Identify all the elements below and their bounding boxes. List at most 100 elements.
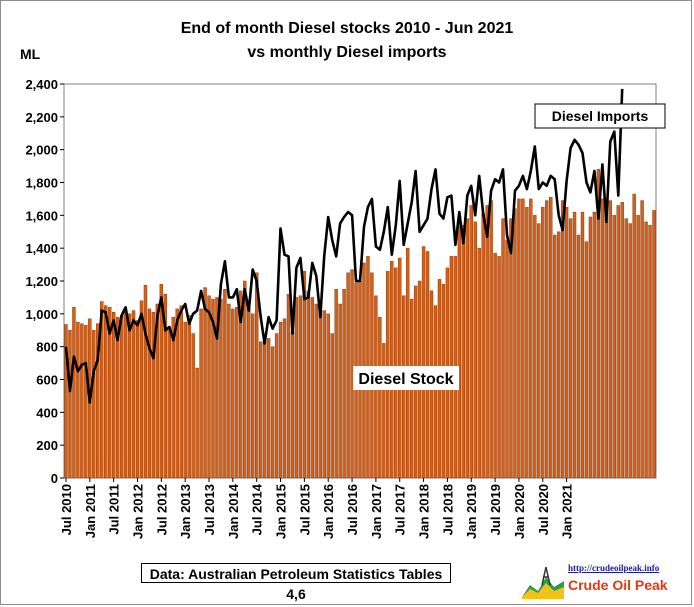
- y-tick-label: 200: [36, 438, 58, 453]
- stock-bar: [525, 206, 529, 479]
- stock-bar: [576, 234, 581, 479]
- stock-bar: [274, 333, 279, 479]
- y-tick-label: 600: [36, 373, 58, 388]
- stock-bar: [235, 307, 239, 479]
- stock-bar: [298, 295, 303, 479]
- stock-bar: [155, 303, 160, 479]
- stock-bar: [72, 307, 76, 479]
- x-tick-label: Jul 2010: [59, 484, 74, 535]
- crude-oil-peak-logo[interactable]: http://crudeoilpeak.info Crude Oil Peak: [520, 563, 690, 601]
- oil-derrick-icon: [522, 566, 564, 599]
- stock-bar: [517, 198, 521, 479]
- stock-bar: [624, 218, 628, 479]
- stock-bar: [632, 193, 636, 479]
- stock-bar: [286, 293, 291, 479]
- x-tick-label: Jul 2019: [488, 484, 503, 535]
- stock-bar: [255, 272, 259, 479]
- stock-bar: [541, 206, 545, 479]
- x-tick-label: Jul 2017: [393, 484, 408, 535]
- stock-bar: [282, 318, 287, 479]
- stock-bar: [143, 284, 148, 479]
- stock-bar: [592, 211, 597, 479]
- stock-bar: [151, 311, 156, 479]
- stock-bar: [382, 343, 386, 479]
- x-tick-label: Jul 2011: [107, 484, 122, 535]
- stock-bar: [604, 206, 609, 479]
- stock-bar: [199, 308, 203, 479]
- stock-bar: [223, 289, 227, 479]
- stock-bar: [179, 305, 183, 479]
- stock-annotation-box: [353, 366, 459, 390]
- chart-title-line-2: vs monthly Diesel imports: [247, 44, 447, 61]
- stock-bar: [266, 338, 271, 479]
- stock-bar: [378, 316, 382, 479]
- stock-bar: [294, 297, 299, 479]
- stock-bar: [203, 287, 207, 479]
- logo-url[interactable]: http://crudeoilpeak.info: [568, 563, 660, 573]
- stock-bar: [612, 215, 616, 479]
- y-tick-label: 2,000: [25, 143, 58, 158]
- x-tick-label: Jan 2017: [369, 484, 384, 539]
- stock-bar: [227, 303, 231, 479]
- stock-bar: [509, 218, 513, 479]
- stock-bar: [147, 308, 152, 479]
- stock-bar: [207, 295, 211, 479]
- stock-bar: [290, 331, 295, 479]
- stock-bar: [167, 326, 171, 479]
- y-tick-label: 800: [36, 340, 58, 355]
- stock-bar: [556, 231, 561, 479]
- y-tick-label: 0: [51, 471, 58, 486]
- stock-bar: [219, 298, 223, 479]
- stock-bar: [505, 239, 509, 479]
- stock-bar: [318, 307, 322, 479]
- stock-bar: [572, 211, 577, 479]
- stock-bar: [135, 320, 140, 479]
- stock-bar: [493, 252, 497, 479]
- stock-bar: [425, 251, 430, 479]
- stock-bar: [338, 303, 342, 479]
- stock-bar: [477, 247, 481, 479]
- stock-bar: [191, 333, 195, 479]
- y-tick-label: 1,800: [25, 176, 58, 191]
- stock-bar: [636, 215, 640, 479]
- stock-bar: [104, 305, 108, 479]
- stock-bar: [473, 221, 477, 479]
- logo-name: Crude Oil Peak: [568, 577, 668, 593]
- stock-bar: [469, 205, 473, 479]
- stock-bar: [139, 300, 144, 479]
- stock-bar: [433, 305, 438, 479]
- stock-bar: [163, 293, 168, 479]
- stock-bar: [187, 315, 191, 479]
- y-tick-label: 1,200: [25, 274, 58, 289]
- stock-bar: [258, 341, 263, 479]
- stock-bar: [231, 308, 235, 479]
- y-tick-label: 1,000: [25, 307, 58, 322]
- stock-bar: [211, 298, 215, 479]
- stock-bar: [405, 247, 410, 479]
- stock-bar: [92, 330, 96, 479]
- stock-bar: [628, 223, 632, 479]
- stock-bar: [306, 290, 311, 479]
- stock-bar: [461, 224, 465, 479]
- stock-bar: [596, 169, 601, 479]
- stock-bar: [465, 218, 469, 479]
- y-tick-label: 1,600: [25, 208, 58, 223]
- stock-bar: [485, 205, 489, 479]
- x-tick-label: Jul 2013: [202, 484, 217, 535]
- stock-bar: [552, 234, 557, 479]
- stock-bar: [648, 224, 652, 479]
- stock-bar: [481, 213, 485, 479]
- x-tick-label: Jan 2016: [321, 484, 336, 539]
- stock-bar: [131, 310, 136, 479]
- stock-bar: [322, 310, 326, 479]
- stock-bar: [640, 200, 644, 479]
- x-tick-label: Jan 2020: [512, 484, 527, 539]
- stock-bar: [111, 311, 116, 479]
- y-tick-label: 2,200: [25, 110, 58, 125]
- stock-bar: [278, 321, 283, 479]
- stock-bar: [195, 367, 199, 479]
- y-axis-unit-label: ML: [20, 46, 41, 62]
- x-tick-label: Jan 2018: [417, 484, 432, 539]
- stock-bar: [270, 346, 275, 479]
